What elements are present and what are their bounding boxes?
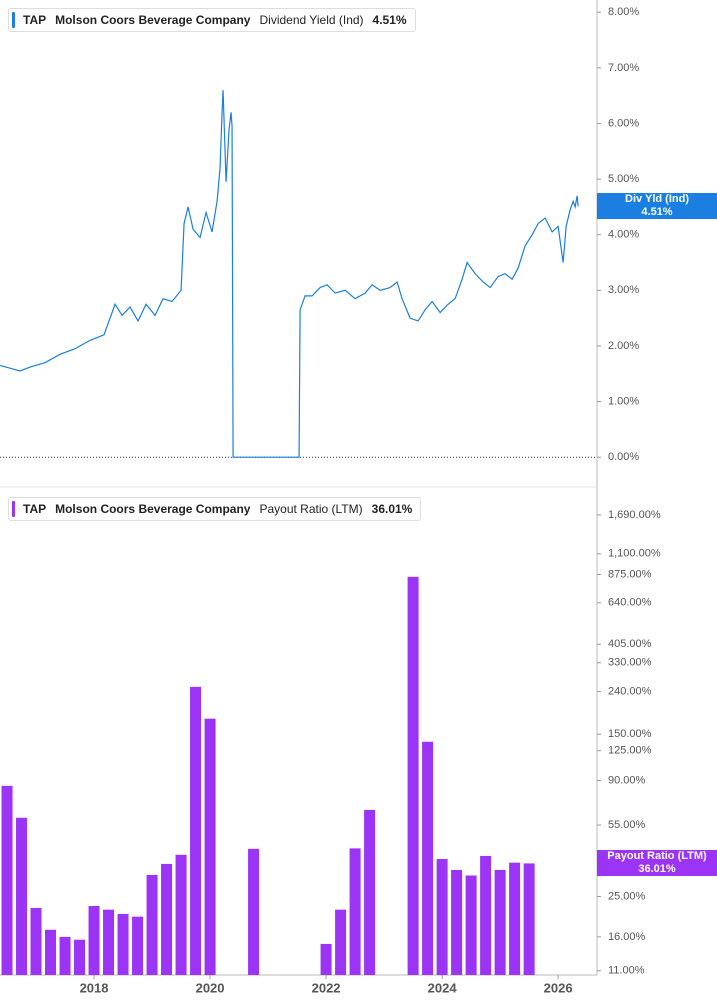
y-tick-label: 90.00% <box>608 774 646 786</box>
ticker: TAP <box>23 502 47 516</box>
bar <box>16 817 28 975</box>
x-tick-label: 2022 <box>312 980 341 995</box>
bar <box>161 863 173 975</box>
y-tick-label: 3.00% <box>608 284 639 296</box>
bar <box>146 874 158 975</box>
bar <box>74 939 86 975</box>
y-tick-label: 11.00% <box>608 965 645 977</box>
legend-header: TAP Molson Coors Beverage Company Divide… <box>8 8 416 32</box>
bar <box>451 869 463 975</box>
bar <box>45 929 57 975</box>
y-tick-label: 7.00% <box>608 62 639 74</box>
ticker: TAP <box>23 13 47 27</box>
metric: Payout Ratio (LTM) <box>259 502 363 516</box>
y-tick-label: 125.00% <box>608 745 652 757</box>
bar <box>248 848 260 975</box>
y-tick-label: 0.00% <box>608 451 639 463</box>
bar <box>132 916 144 975</box>
bar <box>204 718 216 975</box>
x-tick-label: 2024 <box>428 980 458 995</box>
bar <box>480 855 492 975</box>
y-tick-label: 640.00% <box>608 597 652 609</box>
bar <box>117 913 129 975</box>
bar <box>335 909 347 975</box>
x-tick-label: 2018 <box>80 980 109 995</box>
last-value: 36.01% <box>371 502 413 516</box>
bar <box>103 909 115 975</box>
bar <box>88 905 100 975</box>
bar <box>59 936 71 975</box>
company: Molson Coors Beverage Company <box>55 502 251 516</box>
y-tick-label: 16.00% <box>608 931 646 943</box>
bar <box>407 576 419 975</box>
bar <box>30 908 42 975</box>
bar <box>364 809 376 975</box>
y-tick-label: 5.00% <box>608 173 639 185</box>
y-tick-label: 875.00% <box>608 568 652 580</box>
value-badge: Div Yld (Ind) 4.51% <box>597 193 717 220</box>
bar <box>509 862 521 975</box>
badge-value: 36.01% <box>638 863 676 876</box>
bar <box>465 875 477 975</box>
y-tick-label: 240.00% <box>608 686 652 698</box>
line <box>0 90 579 458</box>
y-tick-label: 6.00% <box>608 117 639 129</box>
y-tick-label: 55.00% <box>608 819 646 831</box>
bar <box>523 863 535 975</box>
bar <box>1 785 13 975</box>
bar <box>422 741 434 975</box>
badge-value: 4.51% <box>641 206 673 219</box>
y-tick-label: 1.00% <box>608 395 639 407</box>
x-tick-label: 2026 <box>544 980 573 995</box>
bar <box>436 859 448 975</box>
y-tick-label: 405.00% <box>608 638 652 650</box>
bar <box>175 854 187 975</box>
y-tick-label: 25.00% <box>608 890 646 902</box>
metric: Dividend Yield (Ind) <box>259 13 364 27</box>
badge-name: Payout Ratio (LTM) <box>607 850 707 863</box>
y-tick-label: 1,100.00% <box>608 548 661 560</box>
y-tick-label: 4.00% <box>608 229 639 241</box>
last-value: 4.51% <box>372 13 407 27</box>
y-tick-label: 330.00% <box>608 657 652 669</box>
y-tick-label: 1,690.00% <box>608 509 661 521</box>
bar <box>494 869 506 975</box>
y-tick-label: 150.00% <box>608 728 652 740</box>
legend-header: TAP Molson Coors Beverage Company Payout… <box>8 497 422 521</box>
bar <box>190 686 202 975</box>
x-tick-label: 2020 <box>196 980 225 995</box>
badge-name: Div Yld (Ind) <box>625 193 689 206</box>
bar <box>320 943 332 975</box>
value-badge: Payout Ratio (LTM) 36.01% <box>597 850 717 877</box>
company: Molson Coors Beverage Company <box>55 13 251 27</box>
bar <box>349 848 361 975</box>
y-tick-label: 8.00% <box>608 6 639 18</box>
y-tick-label: 2.00% <box>608 340 639 352</box>
